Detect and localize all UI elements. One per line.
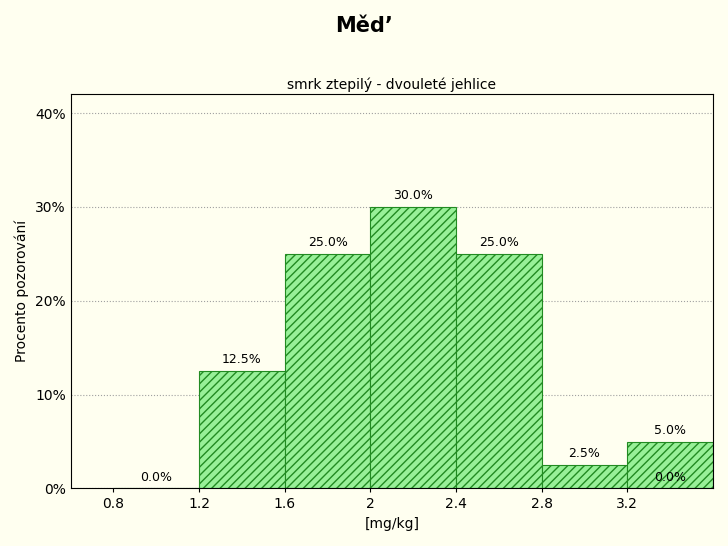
Bar [628,442,713,489]
Text: 25.0%: 25.0% [479,236,519,249]
Text: 0.0%: 0.0% [141,471,173,484]
Bar [542,465,628,489]
Text: 30.0%: 30.0% [393,189,433,202]
Bar [371,207,456,489]
Text: 25.0%: 25.0% [308,236,347,249]
Text: Mědʼ: Mědʼ [335,16,393,37]
Y-axis label: Procento pozorování: Procento pozorování [15,221,30,363]
Text: 5.0%: 5.0% [654,424,687,437]
Bar [199,371,285,489]
Bar [456,254,542,489]
Text: 12.5%: 12.5% [222,353,262,366]
Text: 0.0%: 0.0% [654,471,687,484]
X-axis label: [mg/kg]: [mg/kg] [364,517,419,531]
Title: smrk ztepilý - dvouleté jehlice: smrk ztepilý - dvouleté jehlice [288,78,496,92]
Text: 2.5%: 2.5% [569,447,601,460]
Bar [285,254,371,489]
